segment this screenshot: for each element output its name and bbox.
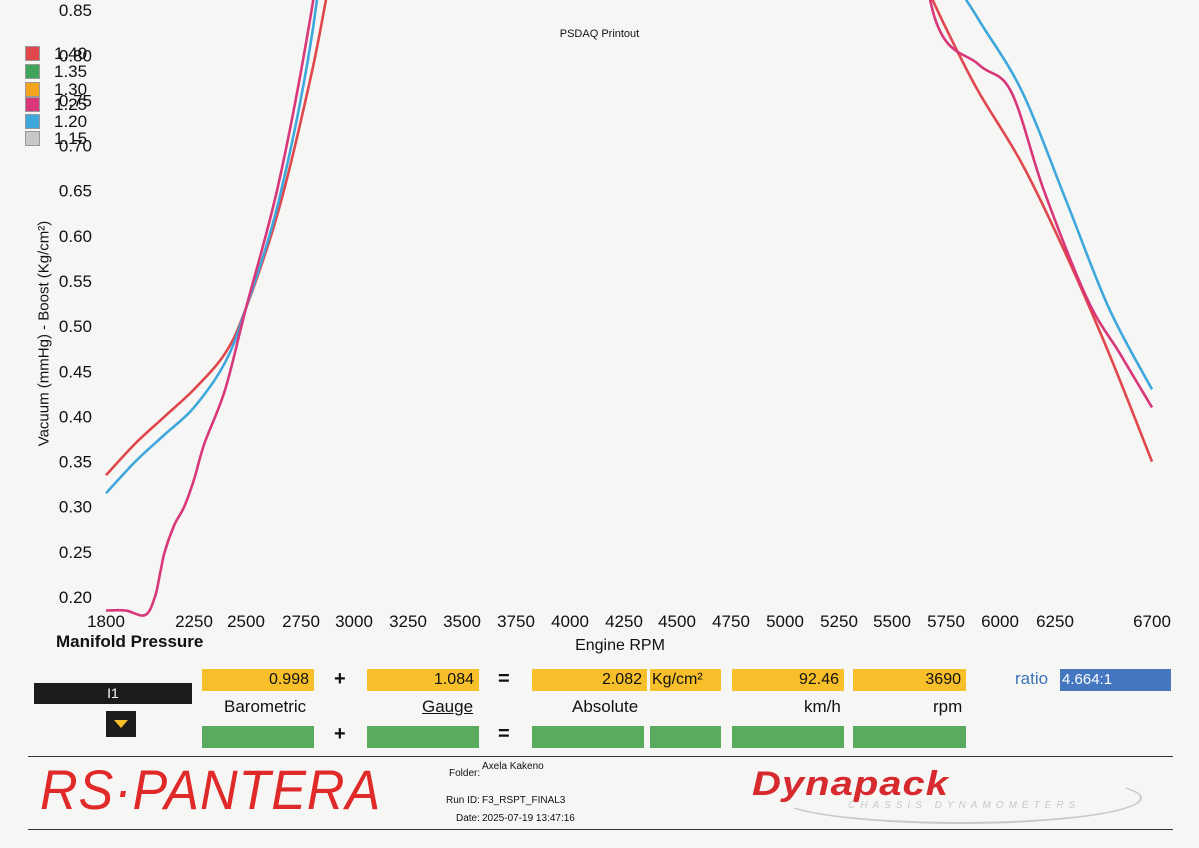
folder-value: Axela Kakeno: [482, 761, 544, 772]
rpm-value: 3690: [853, 669, 966, 691]
rpm-unit-label: rpm: [933, 697, 963, 716]
legend-swatch: [25, 97, 40, 112]
runid-label: Run ID:: [446, 795, 480, 806]
dynapack-swoosh: [778, 772, 1142, 824]
speed-label: km/h: [804, 697, 841, 716]
legend-swatch: [25, 114, 40, 129]
y-tick-label: 0.30: [59, 498, 92, 517]
dynapack-wordmark: Dynapack: [752, 765, 949, 803]
x-tick-label: 3750: [497, 612, 535, 631]
y-tick-label: 0.70: [59, 137, 92, 156]
x-tick-label: 4500: [658, 612, 696, 631]
x-tick-label: 3250: [389, 612, 427, 631]
x-axis-label: Engine RPM: [575, 637, 665, 654]
channel-dropdown-button[interactable]: [106, 711, 136, 737]
x-tick-label: 2750: [282, 612, 320, 631]
ratio-label: ratio: [1015, 669, 1049, 688]
section-label: Manifold Pressure: [56, 632, 204, 651]
footer-divider-bottom: [28, 829, 1173, 830]
gauge-input[interactable]: [367, 726, 479, 748]
x-tick-label: 5250: [820, 612, 858, 631]
legend-value: 1.40: [54, 44, 88, 63]
gauge-value: 1.084: [367, 669, 479, 691]
x-tick-label: 5500: [873, 612, 911, 631]
legend-value: 1.20: [54, 112, 88, 131]
x-tick-label: 3000: [335, 612, 373, 631]
y-tick-label: 0.80: [59, 46, 92, 65]
legend-swatch: [25, 46, 40, 61]
legend-value: 1.15: [54, 129, 88, 148]
x-tick-label: 6250: [1036, 612, 1074, 631]
date-label: Date:: [456, 813, 480, 824]
runid-value: F3_RSPT_FINAL3: [482, 795, 566, 806]
rs-pantera-logo: RS·PANTERA: [40, 758, 382, 821]
folder-label: Folder:: [449, 768, 481, 779]
x-tick-label: 4750: [712, 612, 750, 631]
y-tick-label: 0.25: [59, 543, 92, 562]
y-tick-label: 0.50: [59, 317, 92, 336]
absolute-input[interactable]: [532, 726, 644, 748]
x-tick-label: 5000: [766, 612, 804, 631]
x-tick-label: 4000: [551, 612, 589, 631]
absolute-label: Absolute: [572, 697, 639, 716]
x-tick-label: 2250: [175, 612, 213, 631]
chart-title: PSDAQ Printout: [559, 28, 640, 40]
y-tick-label: 0.85: [59, 1, 92, 20]
footer-divider: [28, 756, 1173, 757]
y-tick-label: 0.40: [59, 407, 92, 426]
plus-sign: +: [334, 723, 346, 745]
legend-swatch: [25, 131, 40, 146]
dynapack-tagline: CHASSIS DYNAMOMETERS: [848, 800, 1081, 811]
series-line-3: [105, 0, 1154, 617]
y-tick-label: 0.20: [59, 588, 92, 607]
equals-sign: =: [498, 668, 510, 690]
barometric-value: 0.998: [202, 669, 314, 691]
x-tick-label: 3500: [443, 612, 481, 631]
barometric-label: Barometric: [224, 697, 307, 716]
plus-sign: +: [334, 668, 346, 690]
speed-value: 92.46: [732, 669, 844, 691]
legend-value: 1.30: [54, 80, 88, 99]
y-tick-label: 0.35: [59, 453, 92, 472]
y-tick-label: 0.45: [59, 362, 92, 381]
x-tick-label: 6700: [1133, 612, 1171, 631]
legend-value: 1.25: [54, 95, 88, 114]
x-tick-label: 6000: [981, 612, 1019, 631]
channel-display[interactable]: I1: [34, 683, 192, 704]
chart-plot: 0.20 0.25 0.30 0.35 0.40 0.45 0.50 0.55 0.60 0.65…: [59, 0, 1171, 631]
legend-swatch: [25, 82, 40, 97]
y-tick-label: 0.65: [59, 182, 92, 201]
date-value: 2025-07-19 13:47:16: [482, 813, 575, 824]
ratio-value: 4.664:1: [1060, 669, 1171, 691]
series-line-2: [105, 0, 1154, 495]
gauge-label: Gauge: [422, 697, 474, 716]
x-tick-label: 1800: [87, 612, 125, 631]
unit-label: Kg/cm²: [650, 669, 721, 691]
y-tick-label: 0.60: [59, 227, 92, 246]
unit-input[interactable]: [650, 726, 721, 748]
y-tick-label: 0.75: [59, 91, 92, 110]
legend-swatch: [25, 64, 40, 79]
dynapack-logo: Dynapack CHASSIS DYNAMOMETERS: [748, 764, 1142, 824]
speed-input[interactable]: [732, 726, 844, 748]
equals-sign: =: [498, 723, 510, 745]
legend-value: 1.35: [54, 62, 88, 81]
chevron-down-icon: [114, 720, 128, 728]
x-tick-label: 2500: [227, 612, 265, 631]
y-tick-label: 0.55: [59, 272, 92, 291]
barometric-input[interactable]: [202, 726, 314, 748]
x-tick-label: 4250: [605, 612, 643, 631]
rpm-input[interactable]: [853, 726, 966, 748]
series-line-1: [105, 0, 1154, 476]
x-tick-label: 5750: [927, 612, 965, 631]
absolute-value: 2.082: [532, 669, 647, 691]
